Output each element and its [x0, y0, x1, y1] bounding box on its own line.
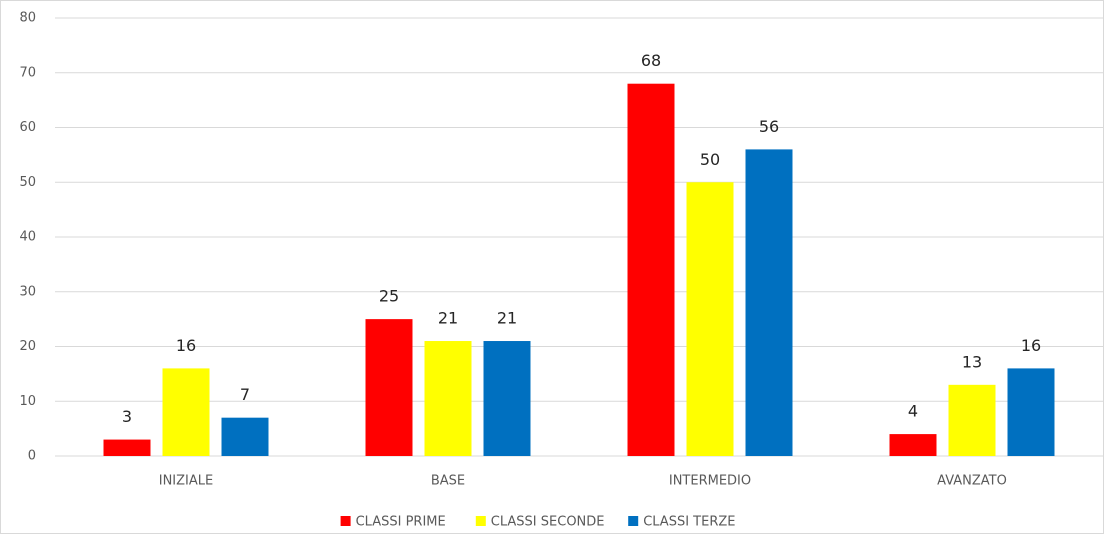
y-tick-label: 80 — [19, 11, 36, 26]
y-tick-label: 30 — [19, 284, 36, 299]
x-tick-label: BASE — [431, 474, 465, 489]
y-tick-label: 20 — [19, 339, 36, 354]
x-tick-label: INIZIALE — [159, 474, 213, 489]
bar — [627, 83, 675, 456]
bar — [365, 319, 413, 456]
value-label: 56 — [759, 117, 779, 136]
value-label: 68 — [641, 51, 661, 70]
bar — [686, 182, 734, 456]
bar — [948, 384, 996, 456]
value-label: 16 — [176, 336, 196, 355]
y-tick-label: 0 — [28, 449, 36, 464]
x-tick-label: AVANZATO — [937, 474, 1007, 489]
y-tick-label: 40 — [19, 230, 36, 245]
legend-swatch — [340, 516, 351, 526]
legend-swatch — [475, 516, 486, 526]
x-tick-label: INTERMEDIO — [669, 474, 751, 489]
value-label: 50 — [700, 150, 720, 169]
value-label: 16 — [1021, 336, 1041, 355]
legend-label: CLASSI SECONDE — [491, 515, 605, 530]
y-tick-label: 10 — [19, 394, 36, 409]
value-label: 21 — [438, 309, 458, 328]
y-tick-label: 60 — [19, 120, 36, 135]
legend-label: CLASSI TERZE — [643, 515, 735, 530]
value-label: 21 — [497, 309, 517, 328]
value-label: 3 — [122, 407, 132, 426]
bar — [424, 341, 472, 456]
bar — [889, 434, 937, 456]
value-label: 13 — [962, 352, 982, 371]
bar — [162, 368, 210, 456]
bar — [221, 417, 269, 456]
y-tick-label: 70 — [19, 65, 36, 80]
value-label: 7 — [240, 385, 250, 404]
legend-swatch — [628, 516, 639, 526]
value-label: 4 — [908, 402, 918, 421]
legend-label: CLASSI PRIME — [356, 515, 446, 530]
bar — [103, 439, 151, 456]
value-label: 25 — [379, 287, 399, 306]
bar — [483, 341, 531, 456]
bar — [745, 149, 793, 456]
bar — [1007, 368, 1055, 456]
y-tick-label: 50 — [19, 175, 36, 190]
